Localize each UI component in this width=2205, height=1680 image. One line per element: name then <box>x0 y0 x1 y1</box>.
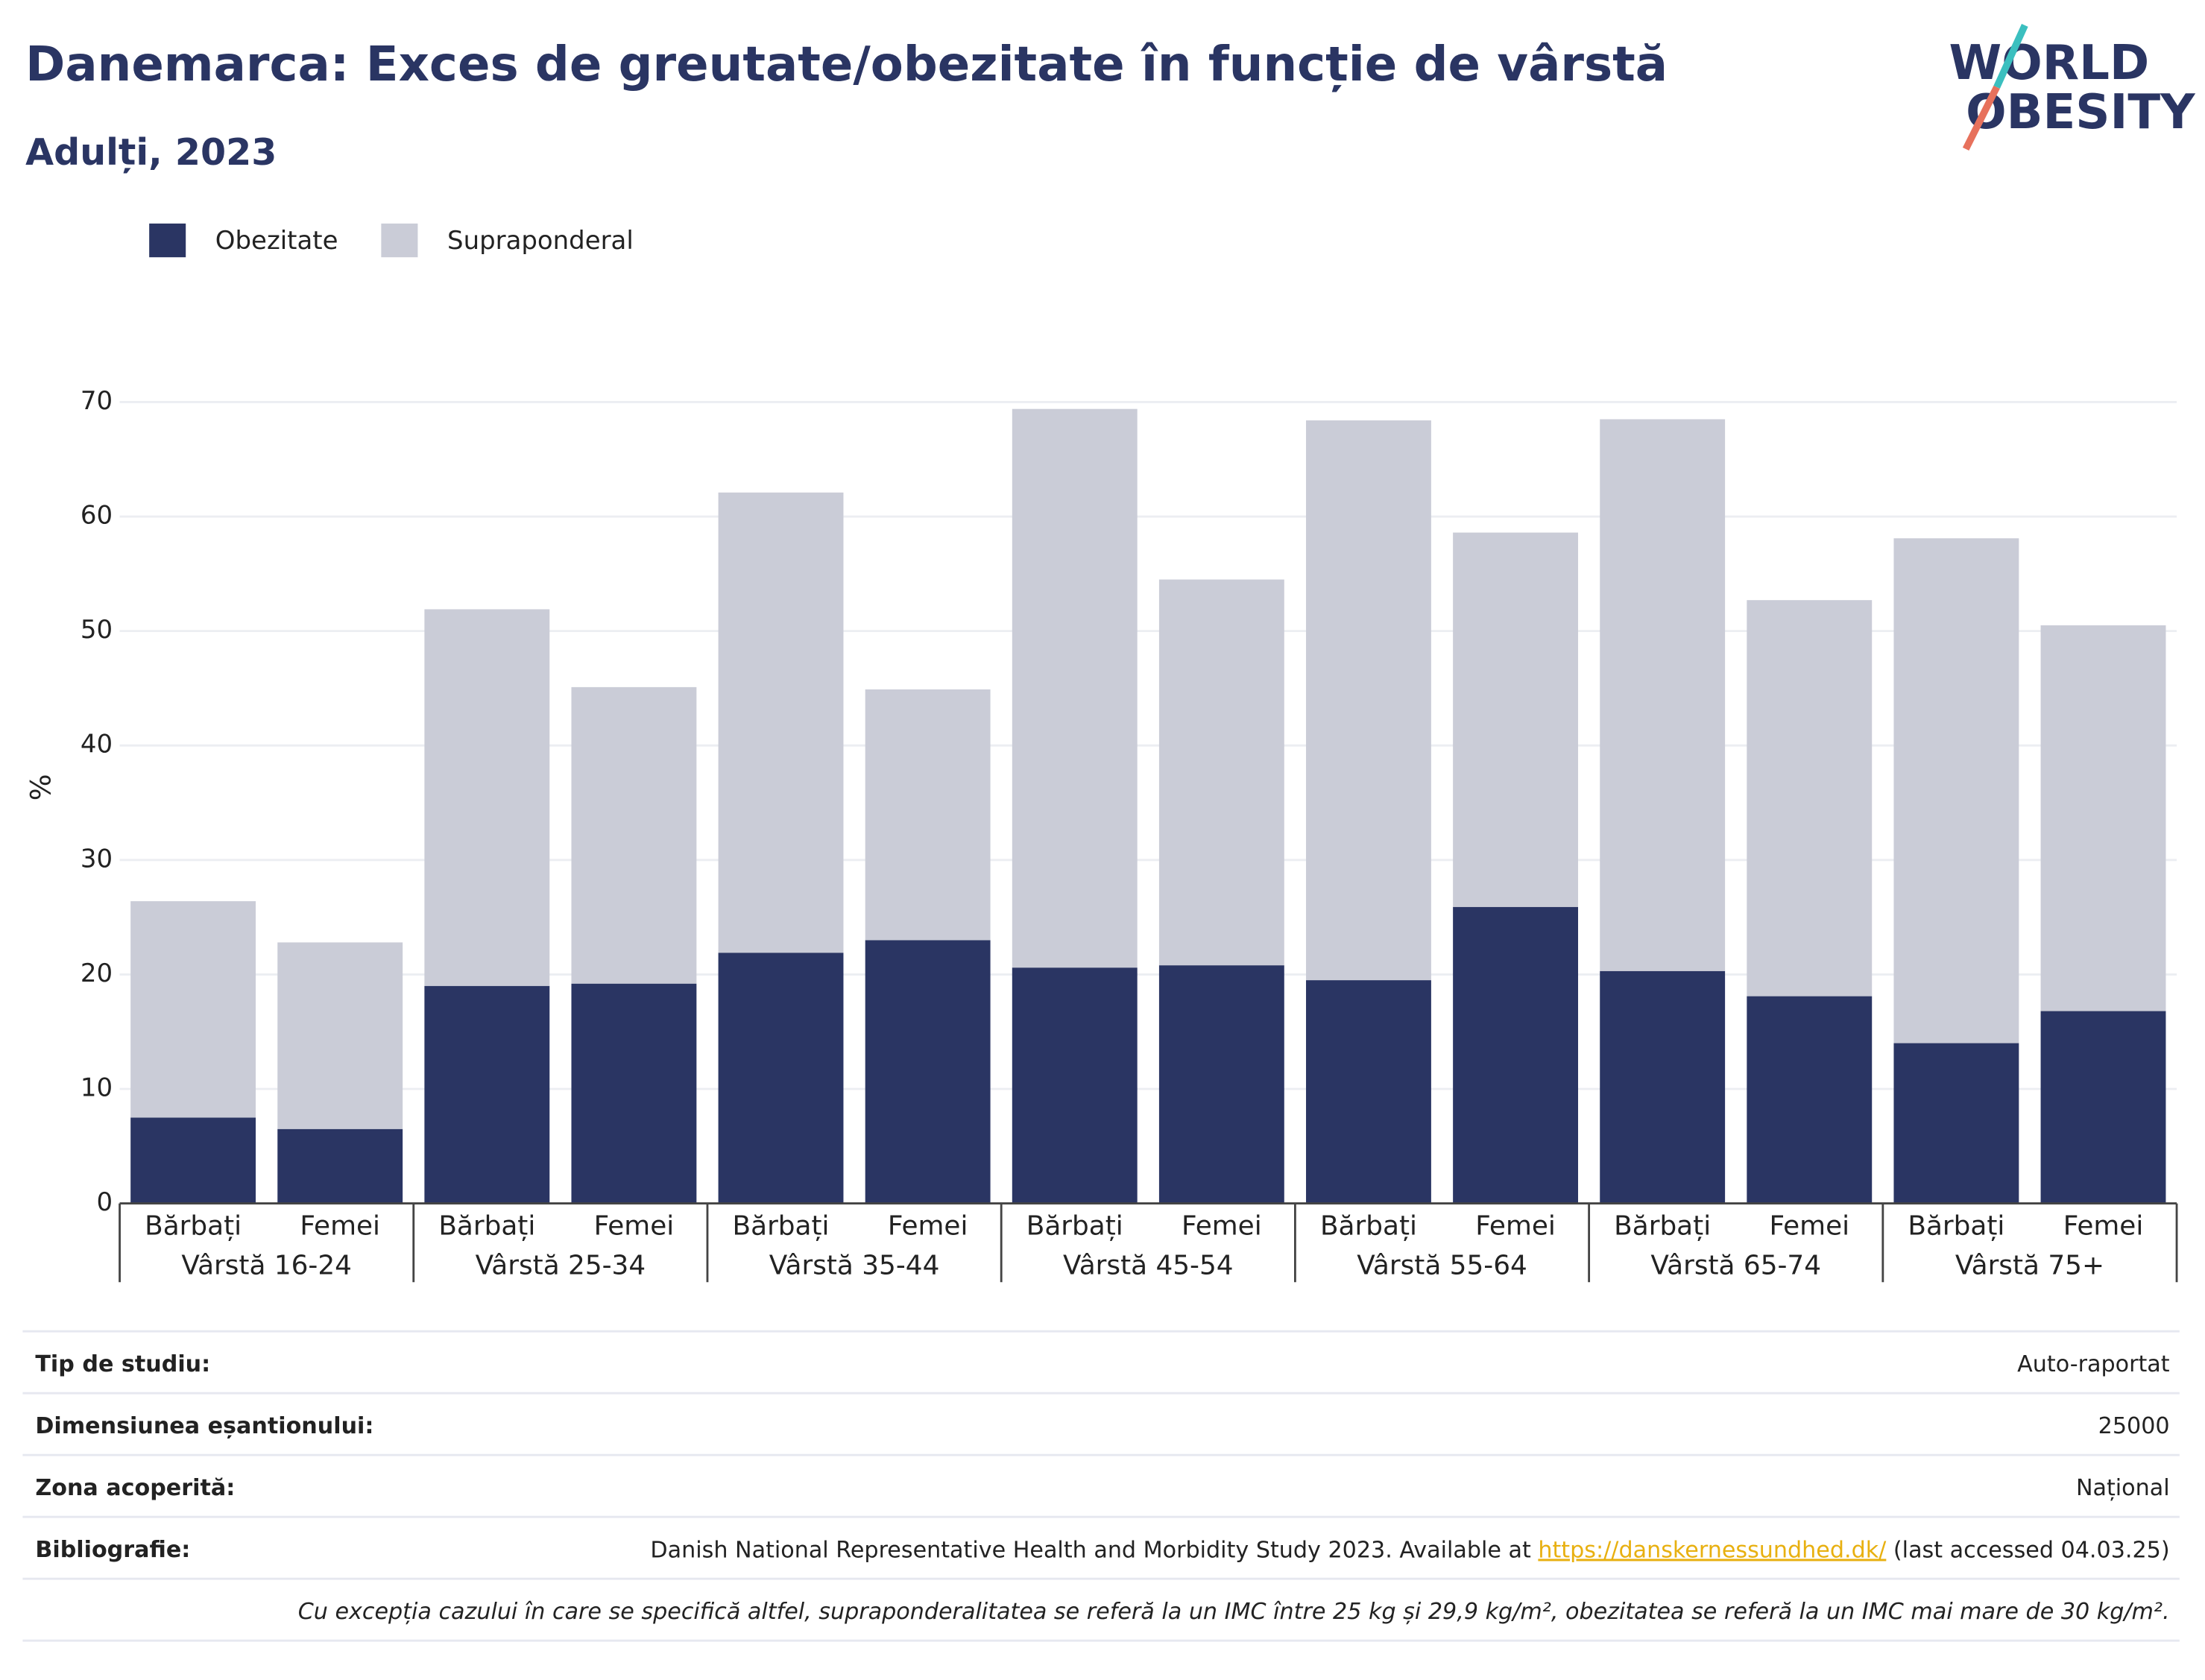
x-tick-label: Femei <box>1475 1211 1556 1242</box>
bib-text: Danish National Representative Health an… <box>650 1537 1538 1563</box>
bib-text: (last accessed 04.03.25) <box>1886 1537 2169 1563</box>
group-label: Vârstă 55-64 <box>1357 1250 1527 1280</box>
group-label: Vârstă 65-74 <box>1650 1250 1821 1280</box>
row-label: Tip de studiu: <box>35 1351 210 1377</box>
x-tick-label: Femei <box>888 1211 968 1242</box>
x-tick-label: Bărbați <box>145 1211 242 1242</box>
y-tick-label: 50 <box>81 615 113 645</box>
bar-segment <box>1747 600 1873 997</box>
bar-segment <box>1453 532 1579 907</box>
bar-segment <box>1158 965 1284 1204</box>
row-value: Auto-raportat <box>2017 1351 2170 1377</box>
logo-slash <box>1993 24 2028 89</box>
y-tick-label: 70 <box>81 386 113 416</box>
group-label: Vârstă 25-34 <box>476 1250 646 1280</box>
y-tick-label: 20 <box>81 959 113 988</box>
bar-segment <box>1893 1043 2019 1204</box>
logo-slash <box>1962 85 2000 151</box>
bar-segment <box>1306 420 1431 981</box>
row-label: Dimensiunea eșantionului: <box>35 1413 373 1439</box>
y-tick-label: 60 <box>81 501 113 531</box>
bar-segment <box>1747 996 1873 1204</box>
row-value: Național <box>2076 1475 2170 1501</box>
bibliography: Danish National Representative Health an… <box>650 1537 2169 1563</box>
bar-segment <box>277 942 403 1129</box>
bar-segment <box>1600 970 1726 1204</box>
y-axis-title: % <box>24 774 57 800</box>
bar-segment <box>1012 967 1138 1204</box>
bib-link[interactable]: https://danskernessundhed.dk/ <box>1538 1537 1887 1563</box>
bar-segment <box>424 985 550 1204</box>
bar-segment <box>1158 579 1284 966</box>
y-tick-label: 30 <box>81 844 113 874</box>
bar-segment <box>1012 408 1138 968</box>
row-label: Zona acoperită: <box>35 1475 235 1501</box>
info-table: Bibliografie: Danish National Representa… <box>35 1537 2169 1625</box>
bar-segment <box>1893 538 2019 1043</box>
legend-swatch <box>149 223 186 258</box>
bar-segment <box>571 686 697 984</box>
legend-label: Obezitate <box>215 226 338 256</box>
bar-segment <box>2040 625 2166 1011</box>
x-tick-label: Femei <box>300 1211 380 1242</box>
group-label: Vârstă 16-24 <box>181 1250 352 1280</box>
row-value: 25000 <box>2098 1413 2170 1439</box>
bar-segment <box>865 689 991 941</box>
y-tick-label: 10 <box>81 1073 113 1102</box>
logo-text: OBESITY <box>1966 84 2196 140</box>
chart-title: Danemarca: Exces de greutate/obezitate î… <box>25 37 1668 92</box>
bar-segment <box>2040 1011 2166 1204</box>
x-tick-label: Bărbați <box>438 1211 535 1242</box>
logo-text: WORLD <box>1949 35 2149 91</box>
bar-segment <box>1453 906 1579 1204</box>
bar-segment <box>571 983 697 1204</box>
bar-segment <box>130 1117 256 1204</box>
bar-segment <box>1306 980 1431 1204</box>
logo: WORLD OBESITY <box>1949 24 2196 151</box>
x-tick-label: Bărbați <box>733 1211 830 1242</box>
y-tick-label: 40 <box>81 730 113 760</box>
note: Cu excepția cazului în care se specifică… <box>298 1599 2170 1625</box>
chart-subtitle: Adulți, 2023 <box>25 130 277 174</box>
x-tick-label: Femei <box>1182 1211 1262 1242</box>
bar-segment <box>718 953 844 1204</box>
bar-segment <box>718 492 844 953</box>
legend-swatch <box>381 223 418 258</box>
x-tick-label: Femei <box>1769 1211 1849 1242</box>
bar-segment <box>1600 419 1726 971</box>
group-label: Vârstă 35-44 <box>769 1250 940 1280</box>
x-tick-label: Bărbați <box>1908 1211 2004 1242</box>
legend-label: Supraponderal <box>447 226 634 256</box>
x-tick-label: Bărbați <box>1026 1211 1123 1242</box>
group-label: Vârstă 45-54 <box>1063 1250 1234 1280</box>
bar-segment <box>277 1128 403 1204</box>
group-label: Vârstă 75+ <box>1955 1250 2104 1280</box>
y-tick-label: 0 <box>97 1187 113 1217</box>
bar-segment <box>424 609 550 986</box>
row-label: Bibliografie: <box>35 1537 190 1563</box>
x-tick-label: Femei <box>594 1211 675 1242</box>
bar-segment <box>130 901 256 1118</box>
x-tick-label: Bărbați <box>1614 1211 1711 1242</box>
x-tick-label: Bărbați <box>1320 1211 1417 1242</box>
x-tick-label: Femei <box>2063 1211 2144 1242</box>
bar-segment <box>865 940 991 1204</box>
